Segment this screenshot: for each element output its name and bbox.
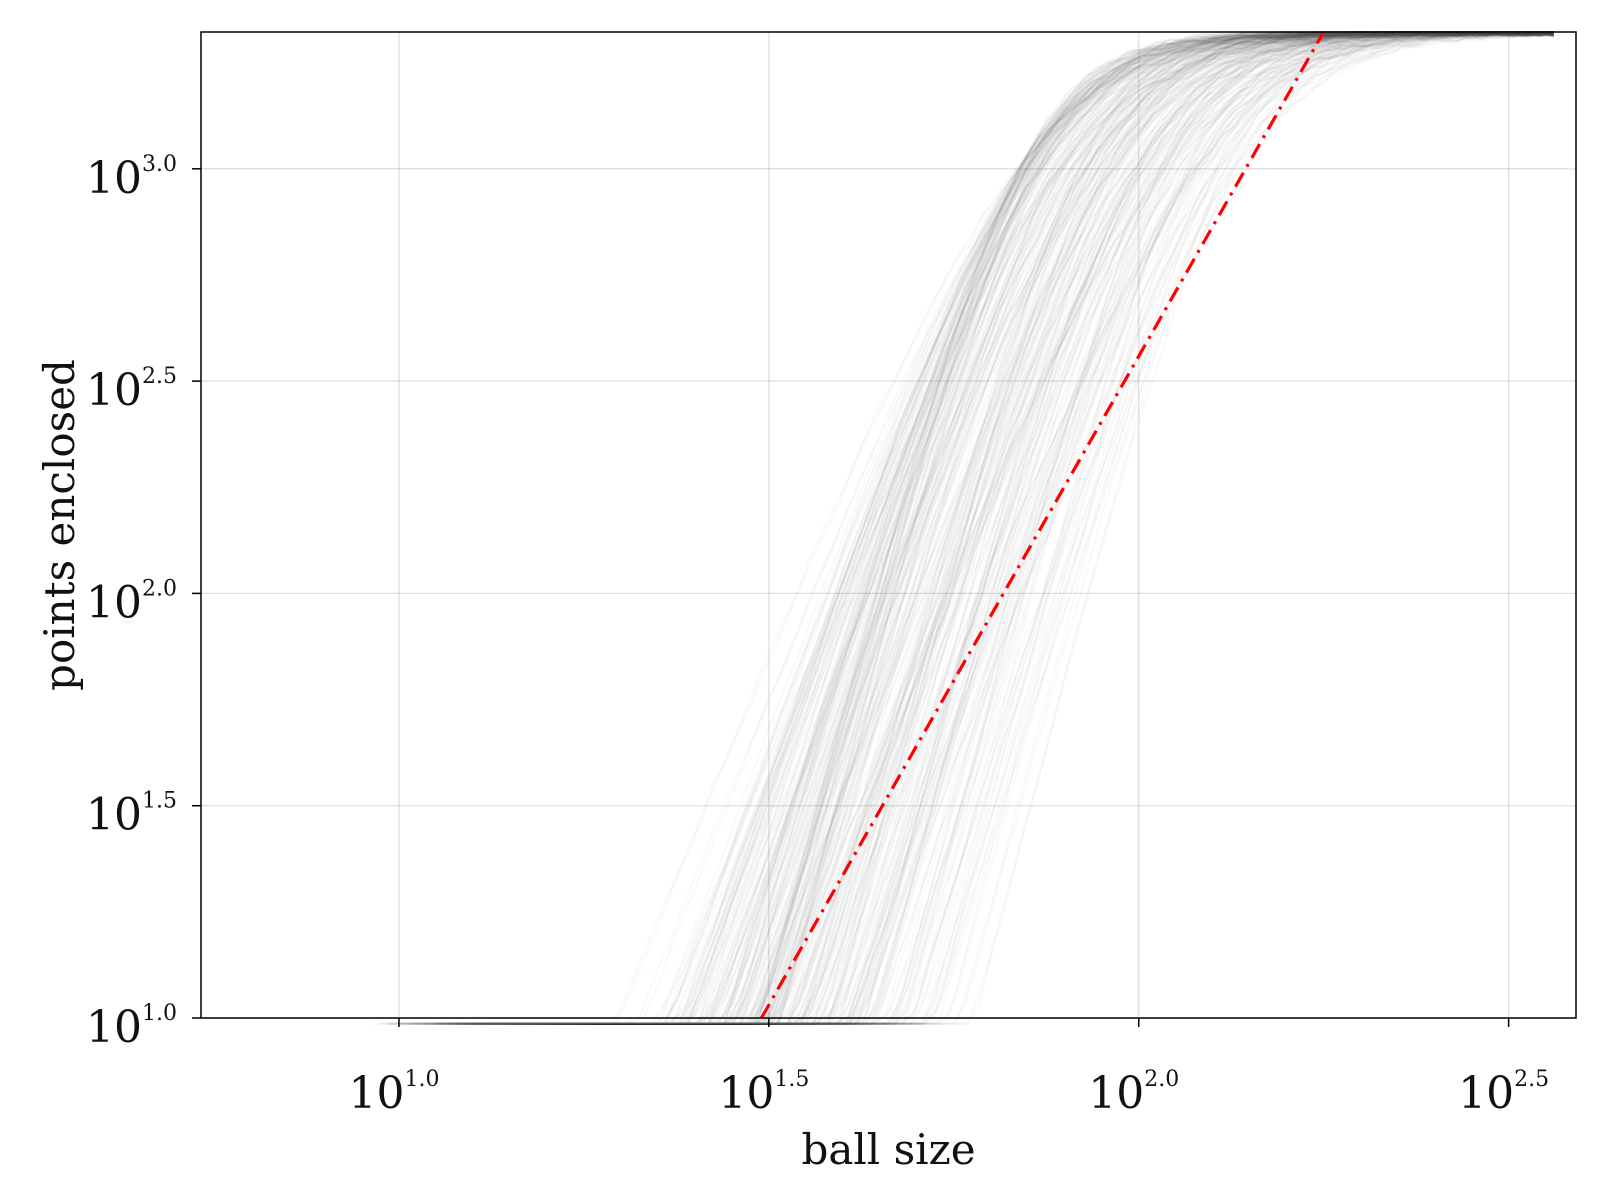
x-tick-label: 102.0 xyxy=(1088,1067,1179,1119)
x-tick-label: 101.5 xyxy=(718,1067,809,1119)
x-axis-label: ball size xyxy=(801,1125,975,1174)
plot-frame xyxy=(200,31,1577,1019)
x-axis-ticks: 101.0 101.5 102.0 102.5 xyxy=(348,1018,1549,1119)
y-tick-label: 101.0 xyxy=(86,1001,177,1053)
y-tick-label: 103.0 xyxy=(86,152,177,204)
x-tick-label: 101.0 xyxy=(348,1067,439,1119)
y-tick-label: 101.5 xyxy=(86,789,177,841)
grid xyxy=(201,32,1576,1019)
y-axis-ticks: 101.0 101.5 102.0 102.5 103.0 xyxy=(86,152,201,1053)
reference-line-group xyxy=(760,31,1325,1019)
y-axis-label: points enclosed xyxy=(35,359,84,691)
x-tick-label: 102.5 xyxy=(1458,1067,1549,1119)
y-tick-label: 102.0 xyxy=(86,576,177,628)
reference-line xyxy=(760,31,1325,1019)
y-tick-label: 102.5 xyxy=(86,364,177,416)
